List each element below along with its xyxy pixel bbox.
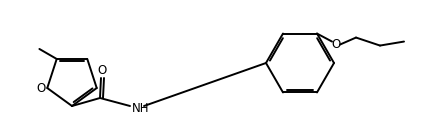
Text: O: O (37, 82, 46, 95)
Text: O: O (97, 64, 107, 78)
Text: O: O (331, 38, 341, 51)
Text: NH: NH (132, 101, 149, 115)
